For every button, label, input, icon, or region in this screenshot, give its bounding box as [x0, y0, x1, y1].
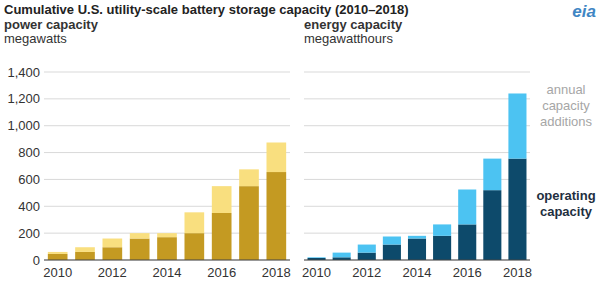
- legend-line: capacity: [540, 204, 593, 219]
- bar: [408, 236, 426, 239]
- bar: [458, 190, 476, 225]
- bar: [333, 253, 351, 258]
- bar: [212, 186, 232, 213]
- bar: [212, 213, 232, 260]
- panel-title: energy capacity: [304, 17, 403, 32]
- bar: [75, 252, 95, 260]
- bar: [433, 224, 451, 235]
- tick-label: 1,200: [7, 91, 40, 106]
- bar: [75, 247, 95, 252]
- tick-label: 0: [33, 253, 40, 268]
- grid-line: [44, 98, 290, 99]
- grid-line: [44, 260, 290, 261]
- chart-canvas: Cumulative U.S. utility-scale battery st…: [0, 0, 602, 286]
- axis-label: megawatthours: [304, 31, 393, 46]
- panel: power capacitymegawatts 0 200 400 600 800 1,00…: [4, 17, 291, 280]
- bar: [157, 233, 177, 237]
- bar: [239, 186, 259, 260]
- tick-label: 2016: [453, 265, 482, 280]
- bar: [48, 252, 68, 254]
- grid-line: [44, 152, 290, 153]
- tick-label: 600: [18, 172, 40, 187]
- bar: [157, 237, 177, 260]
- bar: [102, 239, 122, 248]
- grid-line: [304, 152, 530, 153]
- grid-line: [304, 98, 530, 99]
- bar: [358, 245, 376, 253]
- panel-title: power capacity: [4, 17, 99, 32]
- bar: [48, 254, 68, 260]
- bar: [408, 239, 426, 260]
- tick-label: 2010: [302, 265, 331, 280]
- bar: [483, 190, 501, 260]
- bar: [358, 253, 376, 260]
- axis-label: megawatts: [4, 31, 67, 46]
- bar: [308, 257, 326, 259]
- bar: [130, 239, 150, 260]
- bar: [483, 159, 501, 191]
- tick-label: 1,400: [7, 65, 40, 80]
- bar: [508, 93, 526, 158]
- tick-label: 2014: [403, 265, 432, 280]
- bar: [266, 143, 286, 173]
- legend-line: operating: [536, 188, 595, 203]
- legend-entry: annualcapacityadditions: [540, 82, 593, 129]
- tick-label: 400: [18, 199, 40, 214]
- tick-label: 200: [18, 226, 40, 241]
- logo: eia: [572, 2, 596, 21]
- tick-label: 2012: [98, 265, 127, 280]
- tick-label: 2016: [207, 265, 236, 280]
- tick-label: 1,000: [7, 118, 40, 133]
- legend-entry: operatingcapacity: [536, 188, 595, 219]
- bars: [48, 143, 286, 261]
- tick-label: 2010: [43, 265, 72, 280]
- bar: [130, 233, 150, 238]
- bar: [102, 247, 122, 260]
- grid-line: [304, 125, 530, 126]
- bar: [458, 224, 476, 260]
- legend-line: additions: [540, 114, 593, 129]
- grid-line: [304, 260, 530, 261]
- bars: [308, 93, 527, 260]
- bar: [433, 236, 451, 260]
- grid-line: [44, 125, 290, 126]
- x-axis: [44, 260, 290, 261]
- panel: energy capacitymegawatthours 2010 2012 2014…: [302, 17, 596, 280]
- legend-line: annual: [546, 82, 585, 97]
- bar: [266, 172, 286, 260]
- x-axis: [304, 260, 530, 261]
- tick-label: 2014: [153, 265, 182, 280]
- bar: [184, 233, 204, 260]
- tick-label: 2018: [503, 265, 532, 280]
- bar: [383, 245, 401, 260]
- bar: [239, 169, 259, 186]
- bar: [184, 212, 204, 233]
- grid-line: [44, 72, 290, 73]
- title: Cumulative U.S. utility-scale battery st…: [4, 2, 409, 17]
- bar: [383, 237, 401, 245]
- bar: [508, 159, 526, 260]
- grid-line: [304, 72, 530, 73]
- tick-label: 800: [18, 145, 40, 160]
- tick-label: 2012: [352, 265, 381, 280]
- legend-line: capacity: [542, 98, 590, 113]
- tick-label: 2018: [262, 265, 291, 280]
